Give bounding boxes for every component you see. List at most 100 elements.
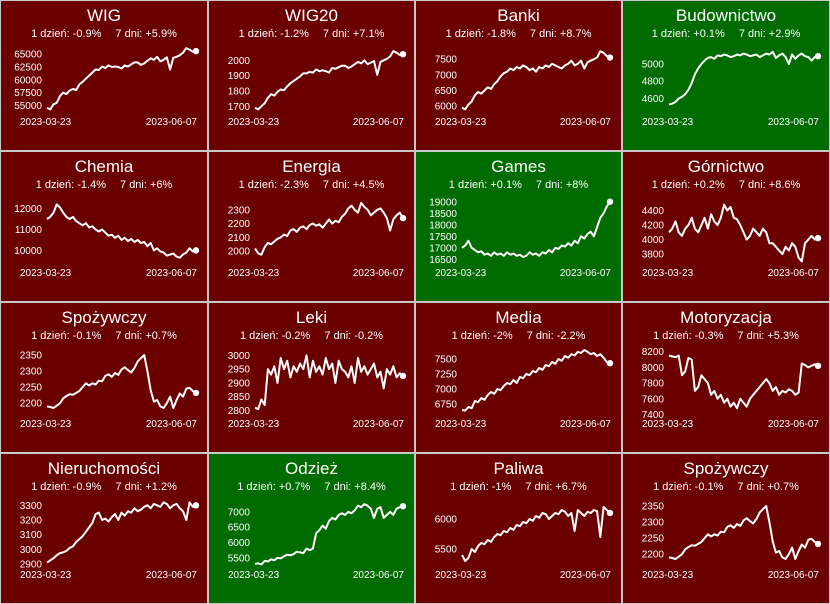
last-value-marker	[814, 362, 822, 370]
y-tick-label: 2950	[228, 365, 251, 376]
last-value-marker	[399, 503, 407, 510]
y-tick-label: 18000	[429, 220, 457, 231]
line-chart: 12000 11000 10000	[14, 203, 200, 259]
line-chart: 2300 2200 2100 2000	[228, 201, 407, 258]
series-line	[254, 503, 404, 566]
date-end: 2023-06-07	[145, 117, 197, 128]
line-chart: 6000 5500	[435, 506, 614, 562]
date-end: 2023-06-07	[145, 268, 197, 279]
date-start: 2023-03-23	[20, 117, 72, 128]
y-tick-label: 4200	[642, 221, 665, 232]
date-end: 2023-06-07	[767, 117, 819, 128]
y-tick-label: 4400	[642, 206, 665, 217]
panel-title: Nieruchomości	[47, 459, 161, 478]
stat-7-days: 7 dni: +8.6%	[738, 179, 801, 191]
y-tick-label: 7000	[435, 385, 458, 396]
stat-1-day: 1 dzień: -0.1%	[31, 330, 102, 342]
panel-title: Leki	[295, 308, 328, 327]
y-tick-label: 2250	[20, 383, 43, 394]
y-tick-label: 2350	[642, 502, 665, 513]
y-tick-label: 7000	[435, 70, 458, 81]
y-tick-label: 6000	[228, 538, 251, 549]
date-end: 2023-06-07	[559, 570, 611, 581]
panel-title: Energia	[282, 157, 341, 176]
date-end: 2023-06-07	[767, 268, 819, 279]
date-start: 2023-03-23	[20, 268, 72, 279]
date-start: 2023-03-23	[642, 419, 694, 430]
panel-motoryzacja-11: Motoryzacja 1 dzień: -0.3% 7 dni: +5.3% 202…	[622, 302, 830, 453]
line-chart: 3300 3200 3100 3000 2900	[20, 501, 200, 571]
y-tick-label: 10000	[14, 246, 42, 257]
panel-stats: 1 dzień: -0.9% 7 dni: +5.9%	[1, 28, 207, 40]
line-chart: 2350 2300 2250 2200	[642, 502, 822, 561]
panel-wig-0: WIG 1 dzień: -0.9% 7 dni: +5.9% 2023-03-23 2…	[0, 0, 208, 151]
y-tick-label: 4800	[642, 77, 665, 88]
y-tick-label: 3000	[228, 351, 251, 362]
last-value-marker	[606, 198, 614, 205]
stat-7-days: 7 dni: +0.7%	[115, 330, 177, 342]
y-tick-label: 7500	[435, 355, 458, 366]
line-chart: 7500 7250 7000 6750	[435, 349, 614, 412]
series-line	[668, 203, 819, 263]
panel-title: Paliwa	[493, 459, 544, 478]
series-line	[46, 203, 197, 259]
panel-wig20-1: WIG20 1 dzień: -1.2% 7 dni: +7.1% 2023-03-2…	[208, 0, 415, 151]
y-tick-label: 2000	[228, 56, 251, 67]
y-tick-label: 2300	[20, 367, 43, 378]
panel-title: Spożywczy	[61, 308, 147, 327]
series-line	[46, 47, 197, 111]
line-chart: 4400 4200 4000 3800	[642, 203, 822, 263]
series-line	[668, 354, 819, 410]
date-start: 2023-03-23	[435, 268, 487, 279]
panel-energia-5: Energia 1 dzień: -2.3% 7 dni: +4.5% 2023-03…	[208, 151, 415, 302]
last-value-marker	[814, 234, 822, 242]
panel-title: Górnictwo	[687, 157, 765, 176]
line-chart: 8200 8000 7800 7600 7400	[642, 347, 822, 421]
y-tick-label: 2200	[228, 219, 251, 230]
stat-7-days: 7 dni: +1.2%	[115, 481, 177, 493]
date-start: 2023-03-23	[435, 117, 487, 128]
series-line	[254, 354, 404, 411]
panel-title: Motoryzacja	[680, 308, 772, 327]
y-tick-label: 7600	[642, 394, 665, 405]
y-tick-label: 7250	[435, 370, 458, 381]
y-tick-label: 5000	[642, 59, 665, 70]
stat-1-day: 1 dzień: -0.9%	[31, 481, 102, 493]
panel-media-10: Media 1 dzień: -2% 7 dni: -2.2% 2023-03-23 2…	[415, 302, 622, 453]
stat-7-days: 7 dni: +8%	[535, 179, 589, 191]
y-tick-label: 6000	[435, 102, 458, 113]
y-tick-label: 6750	[435, 400, 458, 411]
y-tick-label: 1800	[228, 87, 251, 98]
y-tick-label: 3100	[20, 530, 43, 541]
date-end: 2023-06-07	[352, 268, 404, 279]
stat-1-day: 1 dzień: +0.7%	[237, 481, 311, 493]
date-start: 2023-03-23	[228, 419, 280, 430]
line-chart: 3000 2950 2900 2850 2800	[228, 351, 407, 417]
date-start: 2023-03-23	[20, 570, 72, 581]
y-tick-label: 2250	[642, 534, 665, 545]
y-tick-label: 18500	[429, 209, 457, 220]
panel-title: Odzież	[285, 459, 338, 478]
stat-1-day: 1 dzień: -1%	[450, 481, 512, 493]
date-start: 2023-03-23	[435, 570, 487, 581]
series-line	[254, 201, 404, 256]
date-start: 2023-03-23	[228, 268, 280, 279]
y-tick-label: 4000	[642, 235, 665, 246]
panel-odziez-13: Odzież 1 dzień: +0.7% 7 dni: +8.4% 2023-03-…	[208, 453, 415, 604]
y-tick-label: 7800	[642, 379, 665, 390]
stat-1-day: 1 dzień: -0.9%	[31, 28, 102, 40]
stat-7-days: 7 dni: +6.7%	[525, 481, 587, 493]
stat-7-days: 7 dni: +0.7%	[737, 481, 799, 493]
y-tick-label: 2900	[20, 560, 43, 571]
panel-leki-9: Leki 1 dzień: -0.2% 7 dni: -0.2% 2023-03-23…	[208, 302, 415, 453]
last-value-marker	[192, 247, 200, 254]
date-end: 2023-06-07	[767, 419, 819, 430]
y-tick-label: 2300	[228, 205, 251, 216]
y-tick-label: 1900	[228, 71, 251, 82]
panel-nieruchomosci-12: Nieruchomości 1 dzień: -0.9% 7 dni: +1.2% 2…	[0, 453, 208, 604]
panel-title: WIG20	[285, 6, 338, 25]
line-chart: 5000 4800 4600	[642, 50, 822, 106]
